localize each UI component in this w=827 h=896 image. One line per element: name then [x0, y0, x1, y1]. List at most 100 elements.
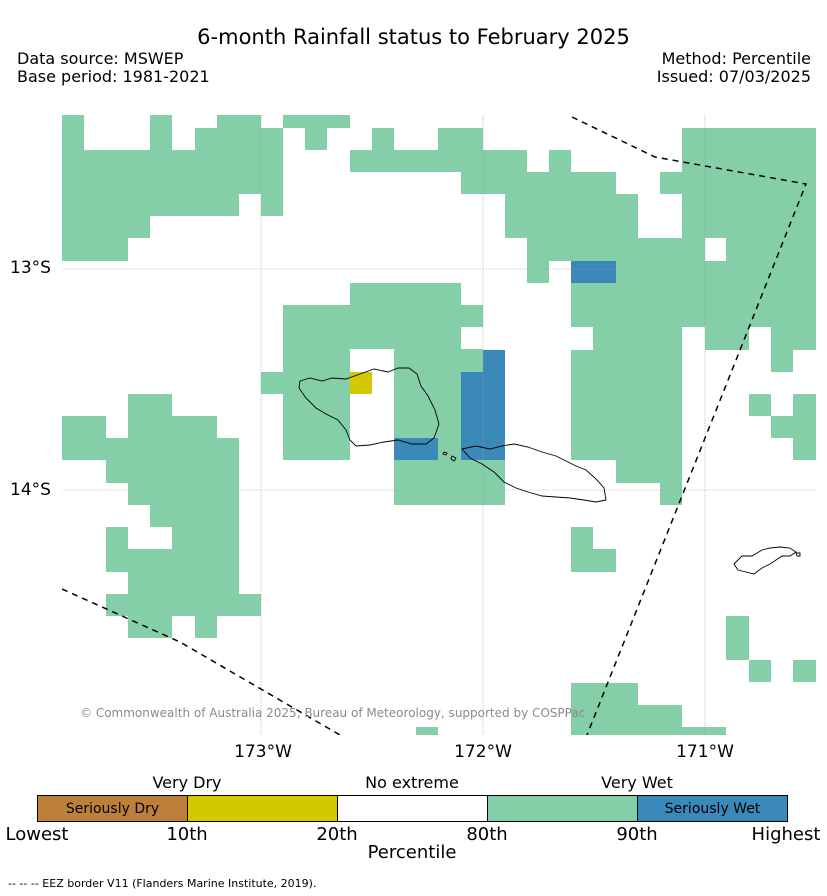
- legend-tick-lowest: Lowest: [5, 824, 69, 845]
- grid-cell-very-wet: [749, 660, 771, 682]
- legend-category-very-dry: Very Dry: [152, 773, 222, 792]
- grid-cell-very-wet: [305, 128, 327, 150]
- legend-tick-90th: 90th: [616, 824, 658, 845]
- grid-cell-very-wet: [771, 327, 816, 350]
- grid-cell-very-wet: [150, 505, 239, 527]
- grid-cell-seriously-wet: [483, 350, 505, 460]
- legend-class-label: Seriously Wet: [664, 800, 761, 817]
- manono-island: [450, 455, 457, 462]
- grid-cell-very-wet: [527, 238, 705, 261]
- lat-label-14s: 14°S: [10, 480, 51, 500]
- grid-cell-very-wet: [549, 150, 571, 172]
- grid-cell-very-wet: [172, 527, 239, 549]
- grid-cell-very-wet: [217, 115, 261, 194]
- grid-cell-very-wet: [261, 128, 283, 216]
- grid-cell-very-wet: [682, 128, 816, 238]
- legend-tick-10th: 10th: [166, 824, 208, 845]
- grid-cell-very-wet: [106, 594, 261, 616]
- copyright-notice: © Commonwealth of Australia 2025, Bureau…: [80, 706, 586, 720]
- legend-class-seriously-dry: Seriously Dry: [37, 795, 188, 822]
- grid-cell-very-wet: [128, 483, 239, 505]
- legend-axis-label: Percentile: [367, 842, 457, 863]
- legend-tick-highest: Highest: [751, 824, 821, 845]
- eez-border: [62, 116, 808, 735]
- grid-cell-very-wet: [84, 238, 128, 261]
- data-source-label: Data source: MSWEP: [17, 49, 184, 68]
- grid-cell-very-wet: [416, 727, 438, 735]
- grid-cell-very-wet: [660, 172, 682, 194]
- grid-cell-very-wet: [726, 238, 816, 261]
- grid-cell-very-wet: [394, 349, 461, 505]
- legend-category-very-wet: Very Wet: [601, 773, 673, 792]
- grid-cell-very-wet: [771, 416, 793, 438]
- method-label: Method: Percentile: [661, 49, 811, 68]
- lon-label-172w: 172°W: [454, 742, 512, 762]
- upolu-island: [461, 443, 607, 503]
- grid-cell-very-wet: [128, 394, 172, 438]
- eez-border-footnote: -- -- -- EEZ border V11 (Flanders Marine…: [8, 877, 317, 890]
- grid-cell-very-wet: [505, 172, 616, 238]
- grid-cell-very-wet: [461, 349, 483, 372]
- grid-cell-very-wet: [682, 727, 726, 735]
- grid-cell-seriously-wet: [461, 372, 483, 460]
- grid-cell-very-wet: [350, 150, 461, 172]
- grid-cell-very-wet: [62, 416, 106, 460]
- grid-cell-very-wet: [128, 616, 172, 638]
- grid-cell-very-wet: [372, 128, 394, 150]
- grid-cell-very-wet: [172, 416, 217, 438]
- legend-class-seriously-wet: Seriously Wet: [637, 795, 788, 822]
- grid-cell-very-wet: [771, 350, 793, 372]
- coastline: [298, 367, 801, 575]
- grid-cell-very-wet: [195, 616, 217, 638]
- legend-class-label: Seriously Dry: [65, 800, 160, 817]
- grid-cell-very-wet: [128, 215, 150, 238]
- grid-cell-very-wet: [705, 327, 749, 350]
- base-period-label: Base period: 1981-2021: [17, 67, 210, 86]
- grid-cell-very-wet: [616, 460, 682, 483]
- grid-cell-very-wet: [660, 483, 682, 505]
- legend-class-very-dry: [187, 795, 338, 822]
- legend-class-very-wet: [487, 795, 638, 822]
- rainfall-grid: [62, 115, 816, 735]
- grid-cell-seriously-wet: [571, 261, 616, 283]
- grid-cell-very-wet: [283, 115, 350, 128]
- grid-cell-very-wet: [527, 261, 549, 283]
- grid-cell-very-wet: [150, 115, 172, 216]
- grid-cell-very-wet: [571, 527, 593, 572]
- grid-cell-very-wet: [438, 128, 483, 150]
- legend-class-no-extreme: [337, 795, 488, 822]
- grid-cell-very-wet: [571, 683, 638, 735]
- grid-cell-very-wet: [571, 350, 593, 460]
- legend-tick-20th: 20th: [316, 824, 358, 845]
- grid-cell-very-wet: [793, 660, 816, 682]
- grid-cell-very-wet: [62, 115, 84, 261]
- legend-category-no-extreme: No extreme: [365, 773, 459, 792]
- grid-cell-very-wet: [461, 305, 483, 327]
- grid-cell-very-wet: [283, 305, 350, 460]
- grid-cell-very-wet: [461, 460, 505, 505]
- grid-cell-very-wet: [616, 194, 638, 239]
- grid-cell-very-wet: [793, 394, 816, 460]
- tutuila-island: [733, 546, 797, 575]
- map-title: 6-month Rainfall status to February 2025: [197, 25, 630, 49]
- grid-cell-very-wet: [593, 327, 682, 460]
- issued-label: Issued: 07/03/2025: [656, 67, 811, 86]
- grid-cell-very-dry: [350, 372, 372, 394]
- lon-label-171w: 171°W: [676, 742, 734, 762]
- apolima-island: [442, 451, 448, 456]
- savaii-island: [298, 367, 440, 447]
- graticule: [62, 115, 816, 735]
- grid-cell-very-wet: [106, 438, 239, 483]
- grid-cell-very-wet: [128, 549, 239, 594]
- grid-cell-very-wet: [106, 527, 128, 572]
- lat-label-13s: 13°S: [10, 258, 51, 278]
- grid-cell-very-wet: [638, 705, 682, 735]
- legend-tick-80th: 80th: [466, 824, 508, 845]
- grid-cell-seriously-wet: [394, 438, 438, 460]
- grid-cell-very-wet: [726, 616, 749, 660]
- grid-cell-very-wet: [593, 549, 616, 572]
- grid-cell-very-wet: [350, 283, 461, 349]
- aunuu-island: [795, 552, 801, 557]
- grid-cell-very-wet: [749, 394, 771, 416]
